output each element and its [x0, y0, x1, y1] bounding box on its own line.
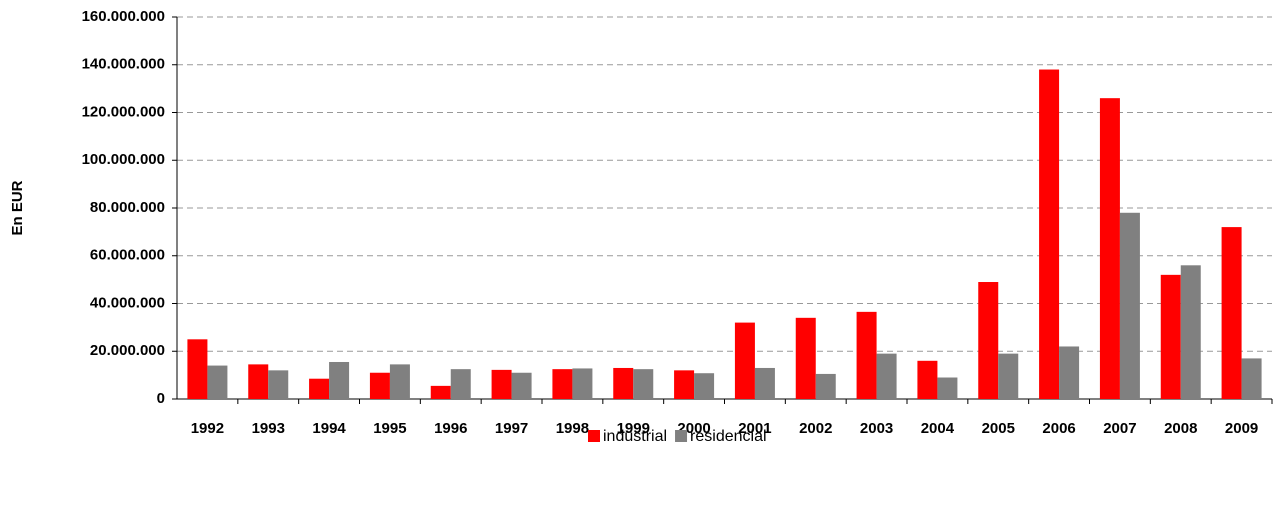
y-tick-label: 20.000.000 [90, 342, 165, 359]
bar [1099, 98, 1120, 400]
bar [309, 378, 330, 399]
x-tick-label: 2004 [921, 420, 955, 437]
legend-swatch [588, 430, 600, 442]
bar [1160, 274, 1181, 399]
legend-label: industrial [603, 428, 667, 445]
x-tick-label: 1997 [495, 420, 528, 437]
bar [1221, 227, 1242, 399]
bar [1039, 69, 1060, 400]
bar [329, 361, 350, 399]
y-tick-label: 60.000.000 [90, 247, 165, 264]
x-tick-label: 2007 [1103, 420, 1136, 437]
bar [694, 373, 715, 399]
bar [207, 365, 228, 399]
bar [430, 385, 451, 399]
bar [511, 372, 532, 399]
bar [369, 372, 390, 399]
x-tick-label: 2009 [1225, 420, 1258, 437]
bar [633, 369, 654, 399]
x-tick-label: 1992 [191, 420, 224, 437]
bar [268, 370, 289, 399]
x-tick-label: 1996 [434, 420, 467, 437]
legend-label: residencial [690, 428, 766, 445]
y-axis-label: En EUR [9, 180, 26, 235]
x-tick-label: 1993 [252, 420, 285, 437]
bar [1059, 346, 1080, 399]
bar [937, 377, 958, 399]
bar [187, 339, 208, 399]
x-tick-label: 2003 [860, 420, 893, 437]
bar [815, 373, 836, 399]
x-tick-label: 1999 [617, 420, 650, 437]
x-tick-label: 2001 [738, 420, 771, 437]
bar [1180, 265, 1201, 399]
x-tick-label: 2002 [799, 420, 832, 437]
bar [856, 311, 877, 399]
bar [1119, 212, 1140, 399]
y-tick-label: 160.000.000 [82, 8, 165, 25]
x-tick-label: 2008 [1164, 420, 1197, 437]
x-tick-label: 1995 [373, 420, 406, 437]
bar [795, 317, 816, 399]
bar [613, 367, 634, 399]
y-tick-label: 0 [157, 390, 165, 407]
bar [674, 370, 695, 399]
bar [917, 360, 938, 399]
bar [754, 367, 775, 399]
y-tick-label: 140.000.000 [82, 56, 165, 73]
bar [248, 364, 269, 399]
y-tick-label: 100.000.000 [82, 151, 165, 168]
x-tick-label: 1994 [312, 420, 346, 437]
legend-swatch [675, 430, 688, 442]
x-tick-label: 2005 [982, 420, 1015, 437]
bar [389, 364, 410, 399]
bar [998, 353, 1019, 399]
bar [734, 322, 755, 399]
bar [450, 369, 471, 399]
bar [1241, 358, 1262, 399]
x-tick-label: 1998 [556, 420, 589, 437]
bar [572, 368, 593, 399]
bar [491, 369, 512, 399]
y-tick-label: 120.000.000 [82, 103, 165, 120]
y-tick-label: 80.000.000 [90, 199, 165, 216]
y-tick-label: 40.000.000 [90, 294, 165, 311]
bar [552, 369, 573, 399]
x-tick-label: 2006 [1042, 420, 1075, 437]
bar [876, 353, 897, 399]
bar [978, 282, 999, 399]
